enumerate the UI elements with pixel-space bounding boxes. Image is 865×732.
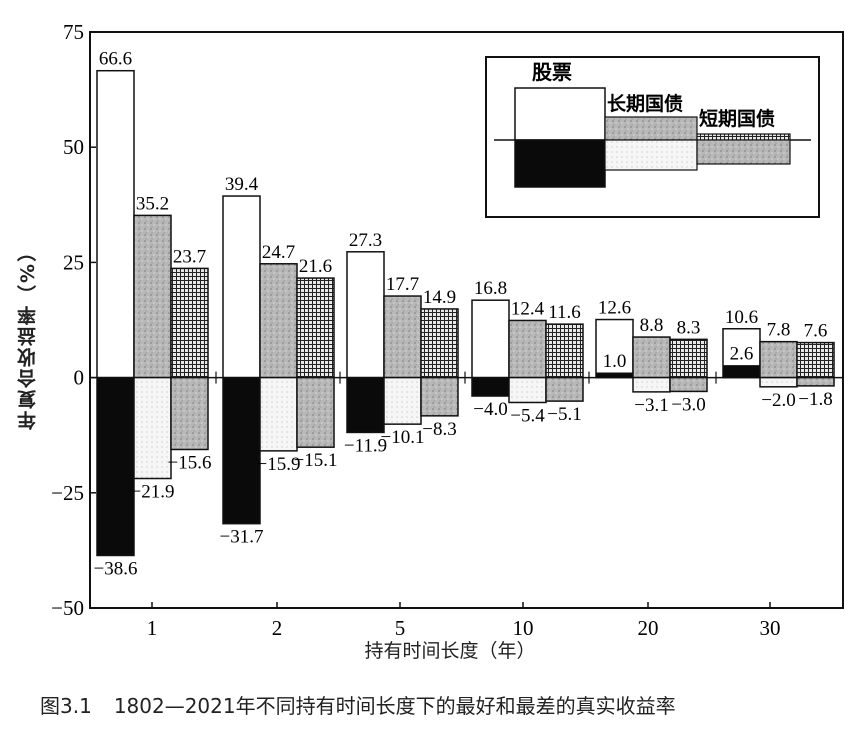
value-label-worst: −15.6 [168, 452, 212, 473]
bar-best [669, 338, 708, 379]
bar-worst [722, 365, 761, 379]
y-tick-label: −25 [51, 481, 84, 505]
bar-worst [632, 376, 671, 393]
value-label-worst: −4.0 [473, 399, 507, 420]
y-tick-label: 0 [74, 366, 85, 390]
value-label-worst: −3.0 [671, 394, 705, 415]
value-label-worst: −15.1 [294, 450, 338, 471]
bar-worst [759, 376, 798, 388]
bar-best [96, 69, 135, 379]
bar-best [296, 277, 335, 379]
value-label-worst: −3.1 [634, 395, 668, 416]
bar-best [508, 319, 547, 379]
value-label-best: 66.6 [99, 49, 132, 70]
bar-worst [420, 376, 459, 417]
value-label-best: 27.3 [349, 230, 382, 251]
value-label-best: 16.8 [474, 278, 507, 299]
value-label-best: 7.8 [767, 320, 791, 341]
bar-worst [346, 376, 385, 434]
value-label-best: 10.6 [725, 307, 758, 328]
x-tick-label: 1 [147, 616, 158, 640]
x-axis-label: 持有时间长度（年） [364, 640, 536, 662]
bar-worst [133, 376, 172, 480]
value-label-best: 8.3 [677, 317, 701, 338]
bar-best [471, 299, 510, 379]
value-label-best: 14.9 [423, 287, 456, 308]
bar-worst [259, 376, 298, 452]
value-label-worst: −1.8 [798, 389, 832, 410]
caption-text: 1802—2021年不同持有时间长度下的最好和最差的真实收益率 [113, 694, 676, 718]
bar-worst [545, 376, 584, 402]
value-label-worst: −11.9 [344, 435, 387, 456]
y-tick-label: 50 [63, 135, 84, 159]
value-label-best: 7.6 [804, 321, 828, 342]
y-tick-label: 25 [63, 250, 84, 274]
bar-worst [296, 376, 335, 448]
plot-area: 7550250−25−50166.6−38.635.2−21.923.7−15.… [51, 20, 844, 640]
x-tick-label: 10 [513, 616, 534, 640]
value-label-best: 39.4 [225, 174, 259, 195]
bar-best [383, 295, 422, 379]
bar-worst [508, 376, 547, 404]
value-label-worst: −15.9 [257, 454, 301, 475]
value-label-best: 8.8 [640, 315, 664, 336]
value-label-worst: −31.7 [220, 527, 264, 548]
y-tick-label: 75 [63, 20, 84, 44]
value-label-best: 23.7 [173, 246, 206, 267]
bar-worst [796, 376, 835, 387]
value-label-worst: 1.0 [603, 351, 627, 372]
bar-best [796, 341, 835, 379]
bar-worst [96, 376, 135, 557]
bar-best [545, 323, 584, 379]
value-label-best: 12.6 [598, 298, 631, 319]
legend-label-stock: 股票 [532, 60, 572, 84]
value-label-worst: −2.0 [761, 390, 795, 411]
legend-shortbill-worst [696, 139, 791, 165]
value-label-best: 12.4 [511, 298, 545, 319]
bar-worst [383, 376, 422, 425]
bar-worst [595, 372, 634, 379]
bar-best [133, 214, 172, 379]
value-label-worst: −21.9 [131, 482, 175, 503]
x-tick-label: 20 [638, 616, 659, 640]
bar-best [222, 195, 261, 379]
value-label-best: 35.2 [136, 193, 169, 214]
value-label-worst: 2.6 [730, 344, 754, 365]
bar-best [632, 336, 671, 379]
legend-stock-worst [514, 139, 606, 188]
bar-best [346, 251, 385, 379]
value-label-worst: −5.4 [510, 405, 545, 426]
value-label-worst: −10.1 [381, 427, 425, 448]
value-label-worst: −38.6 [94, 558, 138, 579]
bar-best [420, 308, 459, 379]
x-tick-label: 5 [395, 616, 406, 640]
figure-number: 图3.1 [40, 694, 92, 718]
bar-worst [471, 376, 510, 397]
bar-worst [669, 376, 708, 393]
bar-best [759, 340, 798, 379]
bar-best [259, 263, 298, 379]
legend-label-longbond: 长期国债 [607, 92, 683, 115]
value-label-best: 11.6 [548, 302, 581, 323]
x-tick-label: 2 [272, 616, 283, 640]
y-tick-label: −50 [51, 596, 84, 620]
figure-caption: 图3.1 1802—2021年不同持有时间长度下的最好和最差的真实收益率 [40, 690, 860, 719]
value-label-best: 24.7 [262, 242, 295, 263]
value-label-best: 21.6 [299, 256, 332, 277]
x-tick-label: 30 [760, 616, 781, 640]
value-label-best: 17.7 [386, 274, 419, 295]
value-label-worst: −8.3 [422, 419, 456, 440]
legend-longbond-worst [604, 139, 698, 171]
legend-shortbill-best [696, 133, 791, 141]
bar-worst [222, 376, 261, 525]
y-axis-label: 年复合收益率（%） [17, 240, 39, 430]
legend-longbond-best [604, 116, 698, 141]
legend-label-shortbill: 短期国债 [699, 107, 775, 130]
bar-worst [170, 376, 209, 451]
legend-stock-best [514, 87, 606, 141]
plot-frame [89, 31, 844, 609]
value-label-worst: −5.1 [547, 404, 581, 425]
bar-best [170, 267, 209, 379]
